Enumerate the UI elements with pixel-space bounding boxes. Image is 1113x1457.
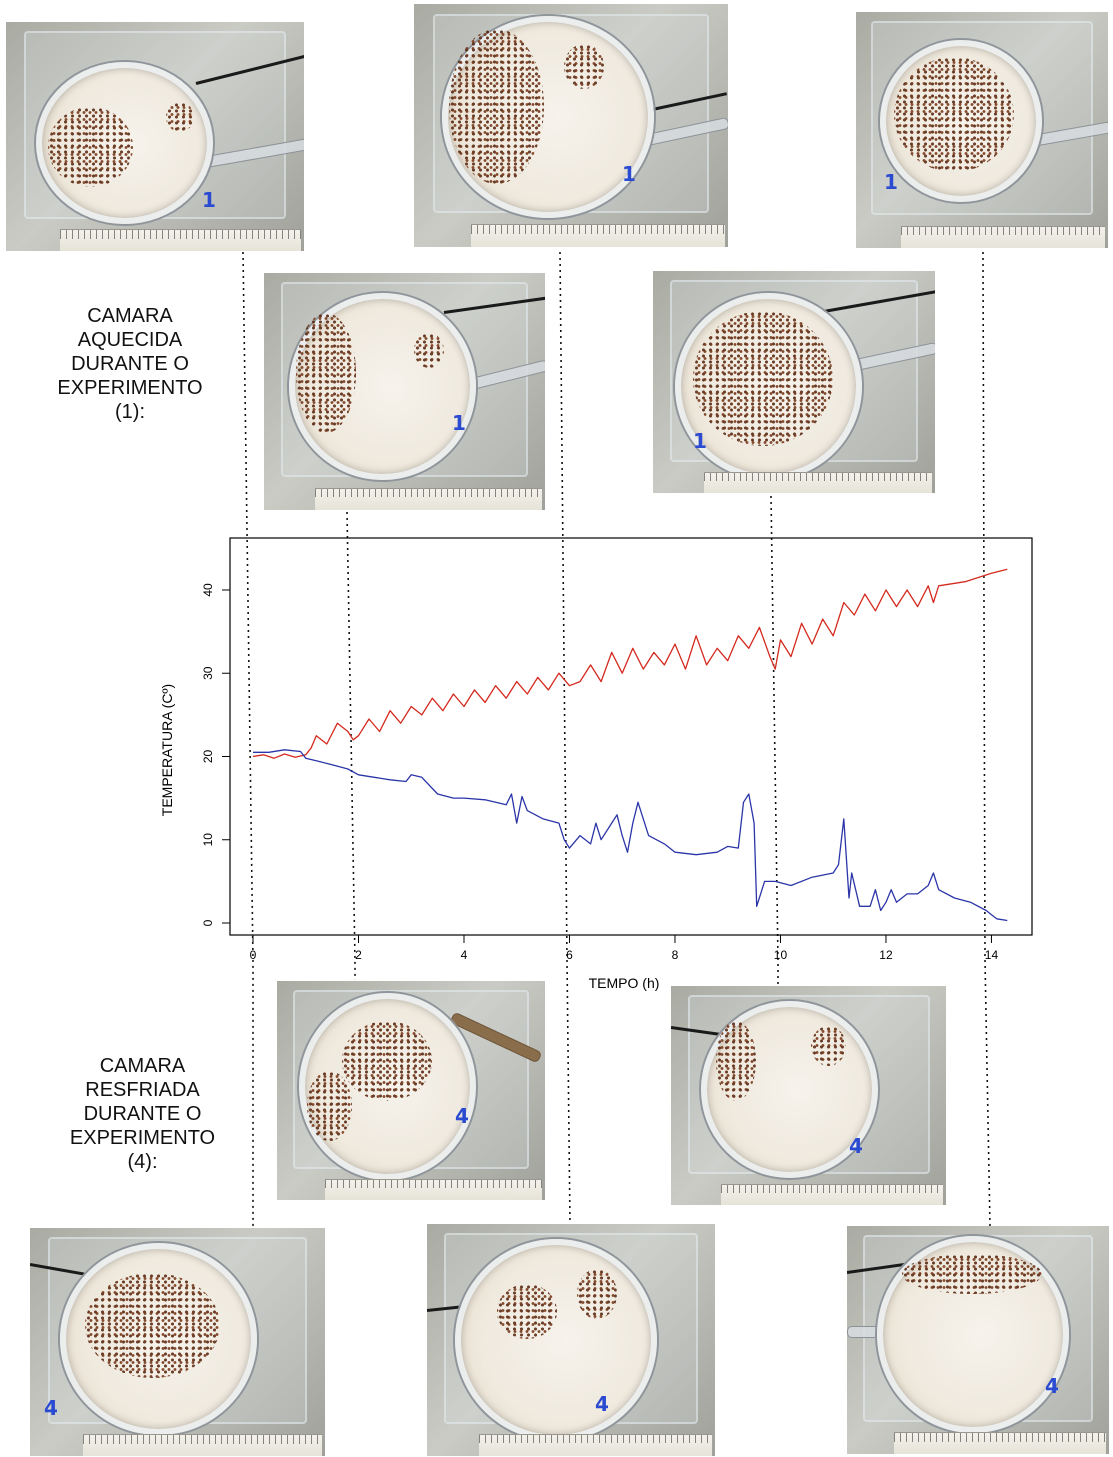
cooled-photo-6h: 4 (427, 1224, 715, 1456)
x-tick-label: 12 (879, 948, 893, 962)
heated-chamber-label: CAMARA AQUECIDA DURANTE O EXPERIMENTO (1… (57, 305, 203, 423)
y-tick-label: 40 (201, 583, 215, 597)
cooled-photo-14h: 4 (847, 1226, 1109, 1454)
chamber-mark: 1 (693, 429, 707, 453)
y-tick-label: 0 (201, 919, 215, 926)
chamber-mark: 4 (44, 1396, 58, 1420)
x-tick-label: 4 (461, 948, 468, 962)
heated-photo-10h: 1 (653, 271, 935, 493)
x-axis: 0 2 4 6 8 10 12 14 (250, 934, 999, 962)
chamber-mark: 1 (202, 188, 216, 212)
x-tick-label: 2 (355, 948, 362, 962)
chamber-mark: 4 (1045, 1374, 1059, 1398)
y-tick-label: 20 (201, 749, 215, 763)
chamber-mark: 4 (595, 1392, 609, 1416)
y-tick-label: 10 (201, 833, 215, 847)
cooled-photo-0h: 4 (30, 1228, 325, 1456)
chamber-mark: 4 (455, 1104, 469, 1128)
heated-photo-2h: 1 (264, 273, 545, 510)
x-tick-label: 8 (672, 948, 679, 962)
heated-photo-14h: 1 (856, 12, 1108, 248)
guide-line-10h (770, 495, 779, 985)
chamber-mark: 1 (884, 170, 898, 194)
chamber-mark: 1 (452, 411, 466, 435)
guide-line-14h (982, 251, 991, 1227)
guide-line-6h (559, 251, 571, 1225)
x-axis-label: TEMPO (h) (589, 975, 660, 991)
cooled-photo-2h: 4 (277, 981, 545, 1200)
x-tick-label: 14 (985, 948, 999, 962)
heated-photo-0h: 1 (6, 22, 304, 251)
cooled-chamber-label: CAMARA RESFRIADA DURANTE O EXPERIMENTO (… (69, 1055, 216, 1173)
heated-photo-6h: 1 (414, 4, 728, 247)
y-axis-label: TEMPERATURA (Cº) (159, 684, 175, 816)
y-tick-label: 30 (201, 666, 215, 680)
chamber-mark: 4 (849, 1134, 863, 1158)
x-tick-label: 6 (566, 948, 573, 962)
cooled-photo-10h: 4 (671, 986, 946, 1205)
temperature-chart: 0 10 20 30 40 0 2 4 6 8 10 12 14 TEMPERATURA (Cº) T… (159, 537, 1033, 991)
guide-line-0h (242, 251, 254, 1226)
cooled-series-line (253, 749, 1008, 922)
heated-series-line (252, 568, 1008, 759)
x-tick-label: 0 (250, 948, 257, 962)
y-axis: 0 10 20 30 40 (201, 583, 231, 926)
chamber-mark: 1 (622, 162, 636, 186)
x-tick-label: 10 (774, 948, 788, 962)
series-layer (252, 568, 1008, 922)
